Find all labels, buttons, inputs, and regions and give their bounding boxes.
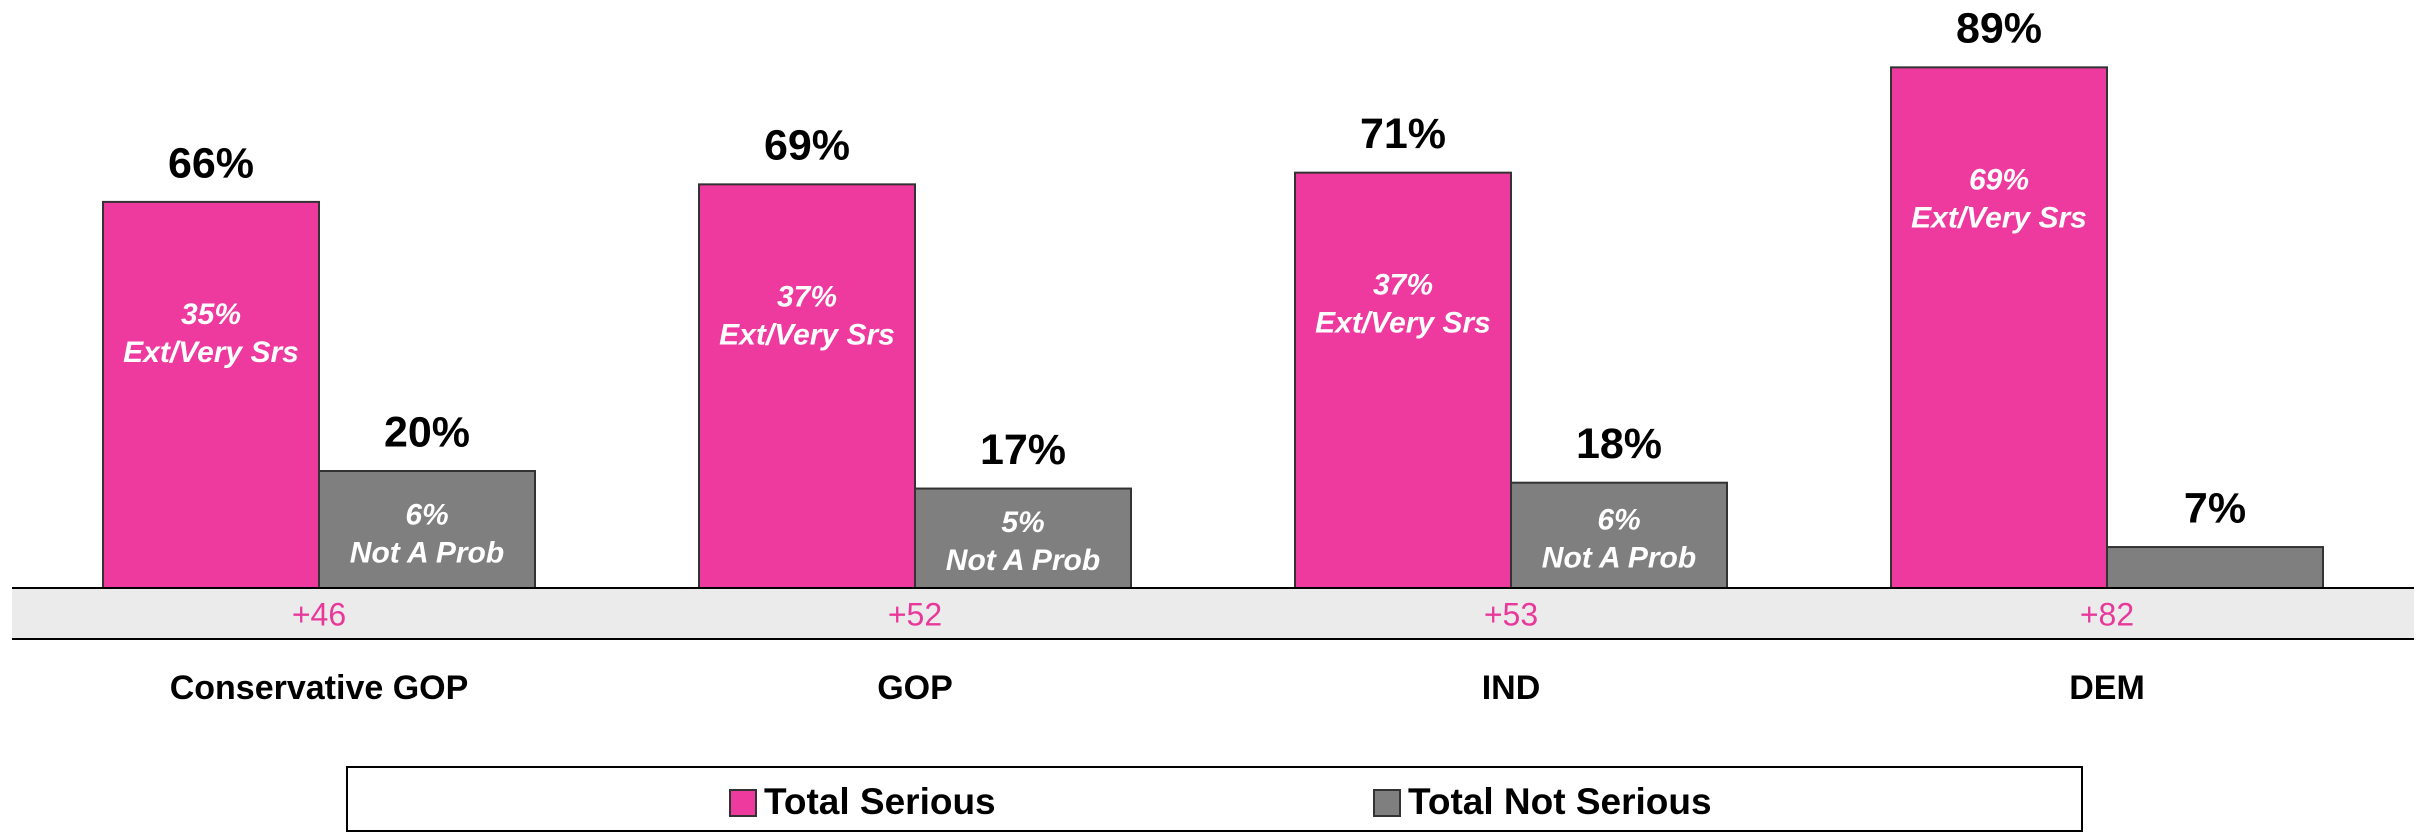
- legend-swatch: [729, 789, 757, 817]
- bar: [1890, 66, 2108, 590]
- detail-caption: Ext/Very Srs: [1315, 307, 1491, 340]
- detail-caption: Ext/Very Srs: [719, 318, 895, 351]
- detail-caption: Ext/Very Srs: [123, 336, 299, 369]
- bar: [698, 183, 916, 589]
- detail-label: 37%: [777, 280, 837, 313]
- bar: [2106, 546, 2324, 589]
- detail-caption: Not A Prob: [350, 536, 504, 569]
- detail-caption: Not A Prob: [946, 544, 1100, 577]
- value-label: 69%: [764, 122, 850, 170]
- detail-label: 37%: [1373, 269, 1433, 302]
- margin-label: +53: [1484, 596, 1538, 632]
- x-tick-label: DEM: [2069, 669, 2145, 707]
- detail-label: 6%: [405, 498, 448, 531]
- value-label: 89%: [1956, 5, 2042, 53]
- bar: [102, 200, 320, 589]
- value-label: 18%: [1576, 420, 1662, 468]
- bar: [914, 487, 1132, 589]
- value-label: 20%: [384, 408, 470, 456]
- detail-label: 6%: [1597, 504, 1640, 537]
- value-label: 7%: [2184, 484, 2246, 532]
- x-tick-label: GOP: [877, 669, 953, 707]
- value-label: 66%: [168, 139, 254, 187]
- legend-label: Total Serious: [764, 781, 996, 822]
- detail-label: 5%: [1001, 506, 1044, 539]
- margin-strip: [12, 588, 2414, 639]
- value-label: 71%: [1360, 110, 1446, 158]
- value-label: 17%: [980, 426, 1066, 474]
- margin-label: +82: [2080, 596, 2134, 632]
- bar: [1294, 171, 1512, 589]
- margin-label: +46: [292, 596, 346, 632]
- detail-caption: Not A Prob: [1542, 542, 1696, 575]
- legend-box: [346, 766, 2083, 832]
- detail-label: 69%: [1969, 163, 2029, 196]
- x-tick-label: IND: [1482, 669, 1541, 707]
- detail-label: 35%: [181, 298, 241, 331]
- legend-swatch: [1373, 789, 1401, 817]
- legend-label: Total Not Serious: [1408, 781, 1712, 822]
- detail-caption: Ext/Very Srs: [1911, 201, 2087, 234]
- x-tick-label: Conservative GOP: [170, 669, 469, 707]
- margin-label: +52: [888, 596, 942, 632]
